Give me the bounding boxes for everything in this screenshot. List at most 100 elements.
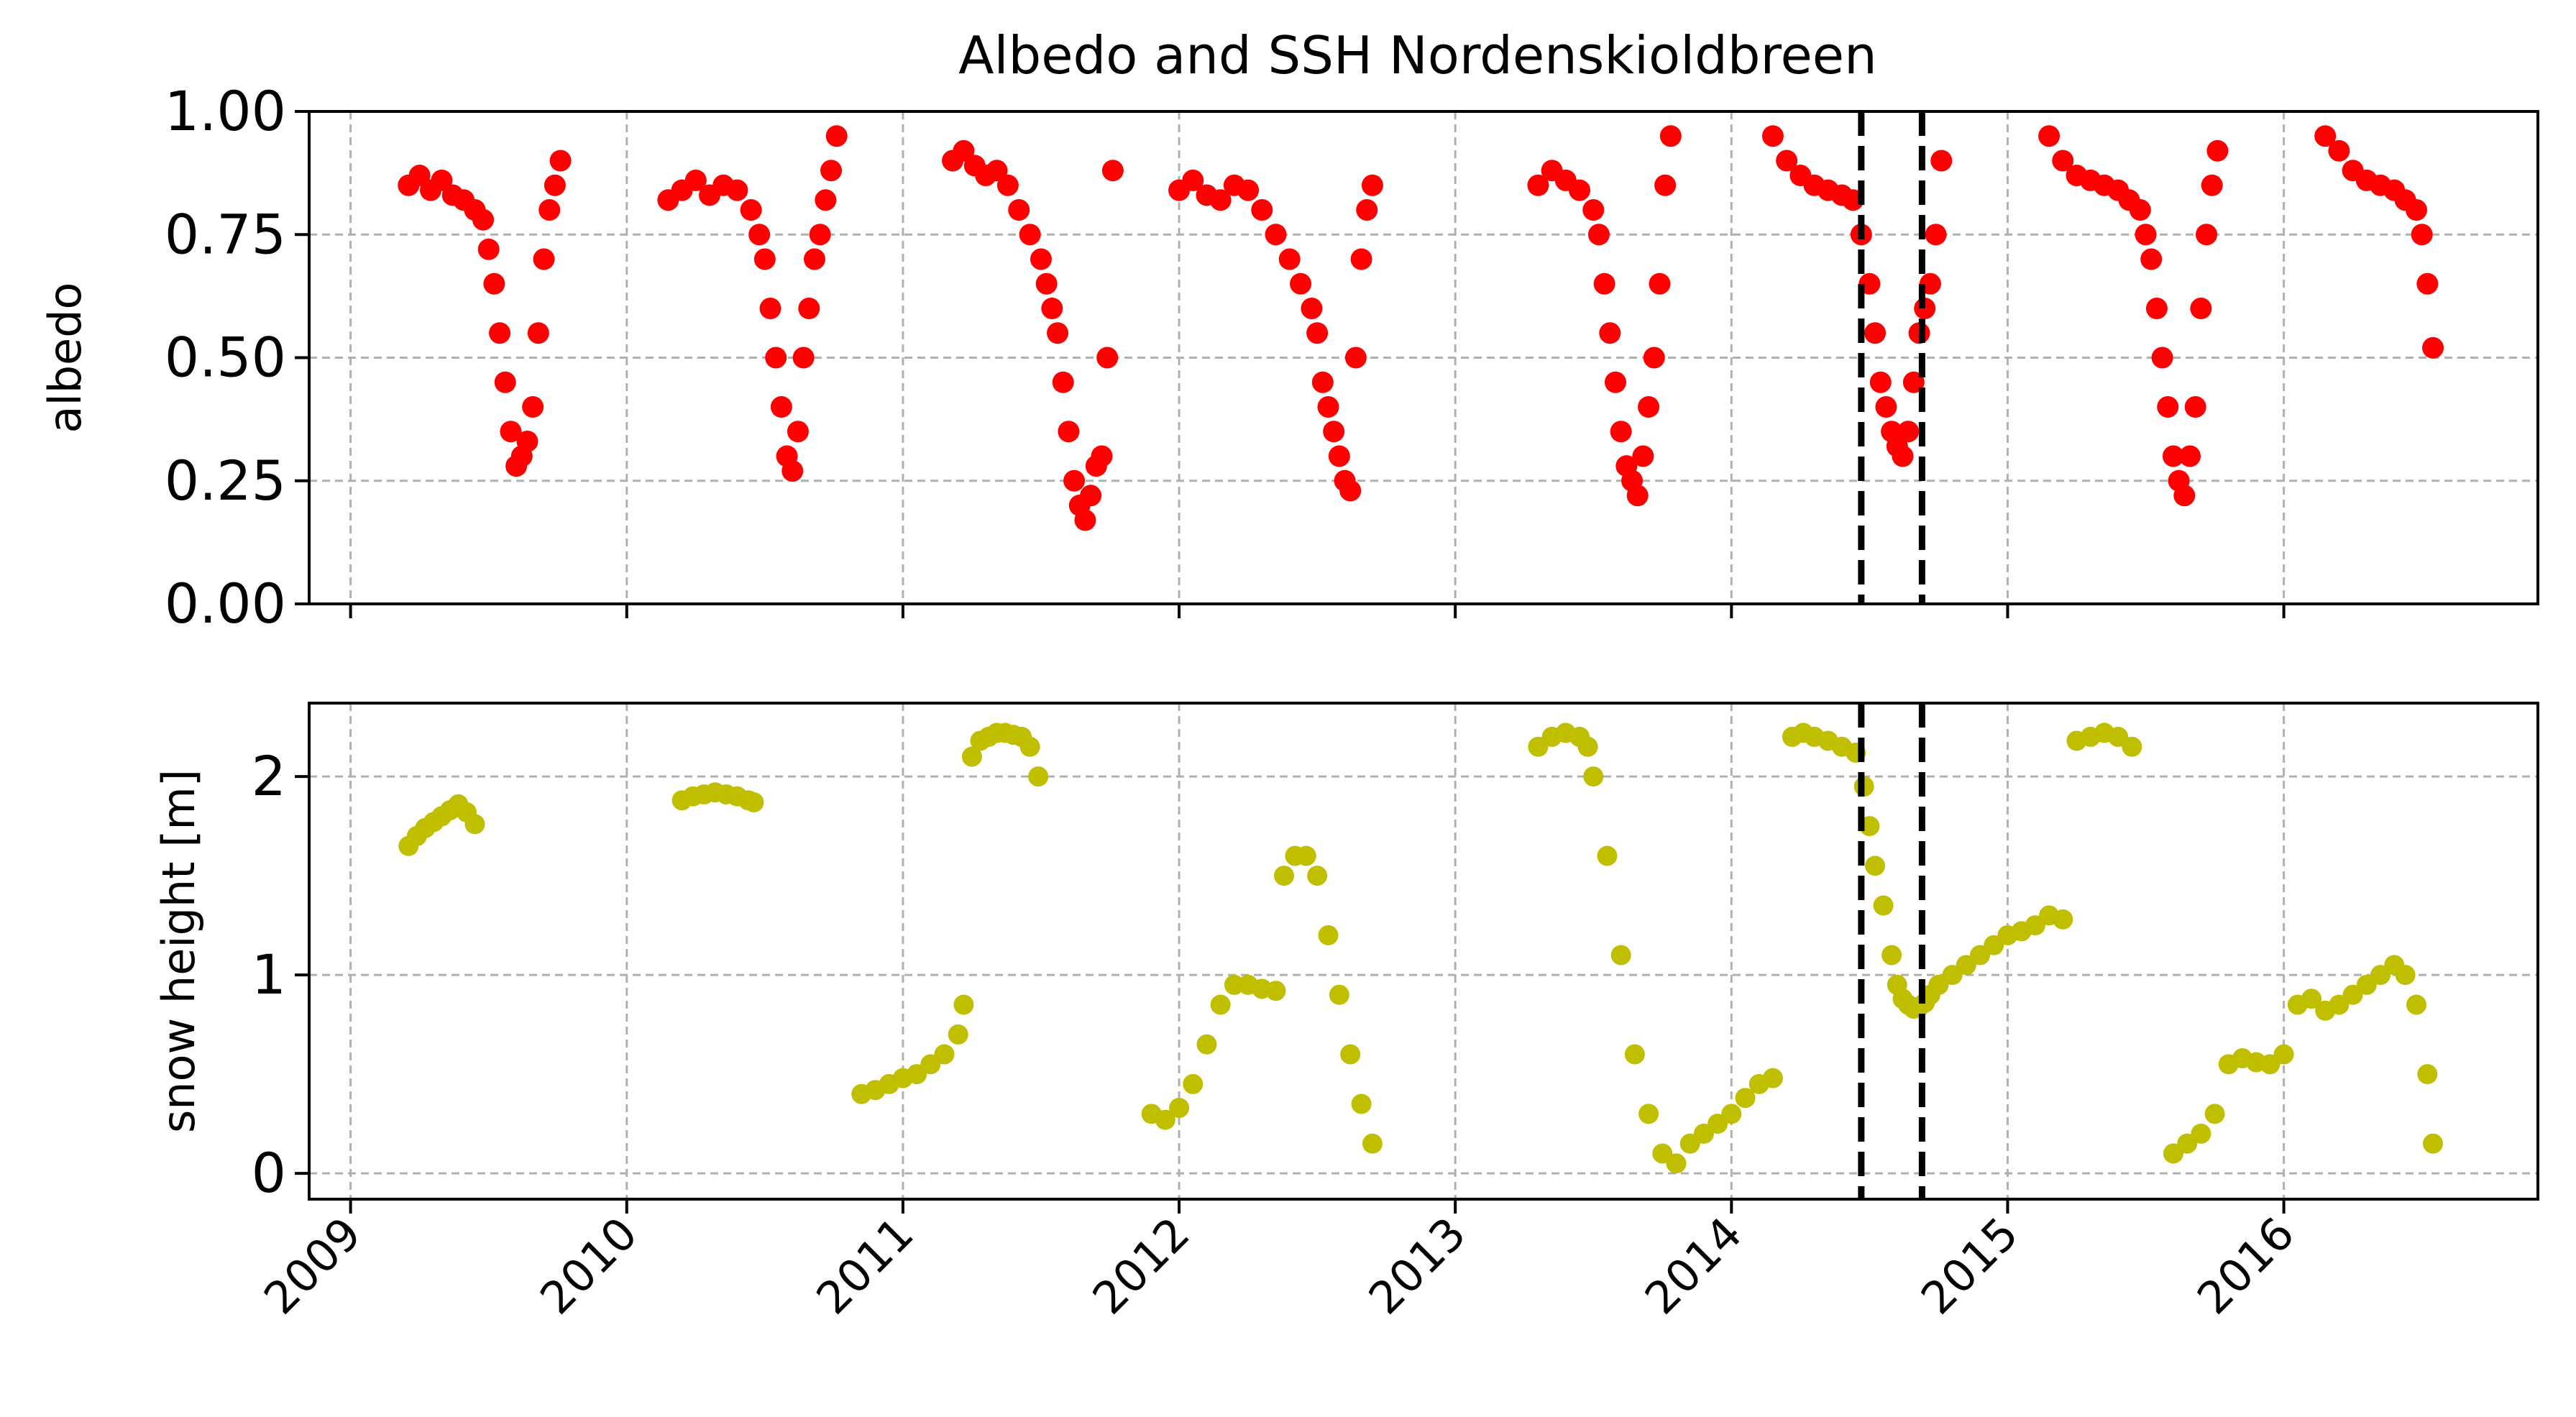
data-point xyxy=(1362,1133,1383,1154)
data-point xyxy=(2173,485,2196,507)
data-point xyxy=(1597,845,1618,866)
data-point xyxy=(781,460,804,482)
data-point xyxy=(408,165,431,187)
y-tick-label: 0.00 xyxy=(165,572,286,636)
data-point xyxy=(2301,989,2322,1009)
data-point xyxy=(1865,856,1886,876)
data-point xyxy=(1311,371,1334,393)
albedo-panel: 0.00 0.25 0.50 0.75 1.00 albedo xyxy=(39,79,2539,636)
data-point xyxy=(494,371,516,393)
data-point xyxy=(1930,150,1953,172)
y-axis-label: snow height [m] xyxy=(152,769,205,1133)
data-point xyxy=(527,322,549,344)
data-point xyxy=(2416,272,2439,295)
data-point xyxy=(1196,1034,1217,1055)
data-point xyxy=(1210,994,1231,1015)
data-point xyxy=(986,160,1008,182)
data-point xyxy=(1155,1109,1175,1130)
data-point xyxy=(1063,469,1086,492)
data-point xyxy=(1058,421,1080,443)
data-point xyxy=(803,248,825,270)
data-point xyxy=(1318,925,1339,945)
data-point xyxy=(787,421,809,443)
data-point xyxy=(1925,224,1947,246)
data-point xyxy=(2417,1064,2438,1085)
data-point xyxy=(500,421,522,443)
data-point xyxy=(1052,371,1074,393)
data-point xyxy=(1028,766,1049,787)
data-point xyxy=(934,1044,955,1065)
data-point xyxy=(464,814,485,835)
data-point xyxy=(2145,298,2168,319)
data-point xyxy=(2052,150,2074,172)
data-point xyxy=(2411,224,2433,246)
data-point xyxy=(1735,1088,1756,1109)
data-point xyxy=(1643,347,1665,369)
data-point xyxy=(748,224,771,246)
data-point xyxy=(1610,945,1631,966)
data-point xyxy=(996,174,1019,196)
data-point xyxy=(2422,336,2444,359)
data-point xyxy=(1351,1093,1372,1114)
data-point xyxy=(961,746,982,767)
axes-frame xyxy=(308,702,2539,1201)
data-point xyxy=(2328,139,2350,162)
y-tick-label: 1 xyxy=(252,943,286,1006)
data-point xyxy=(1169,1098,1190,1119)
data-point xyxy=(820,160,843,182)
data-point xyxy=(1659,125,1682,147)
data-point xyxy=(1274,866,1295,886)
data-point xyxy=(1096,347,1119,369)
data-point xyxy=(1762,1068,1783,1088)
y-tick-label: 0 xyxy=(252,1141,286,1205)
data-point xyxy=(1587,224,1610,246)
data-point xyxy=(538,199,561,221)
plot-area xyxy=(398,723,2444,1174)
y-tick-label: 0.50 xyxy=(165,326,286,390)
data-point xyxy=(1328,445,1350,467)
data-point xyxy=(1035,272,1058,295)
data-point xyxy=(1019,736,1040,757)
data-point xyxy=(1761,125,1784,147)
data-point xyxy=(753,248,776,270)
data-point xyxy=(1569,179,1591,201)
data-point xyxy=(2190,298,2212,319)
data-point xyxy=(2038,125,2061,147)
data-point xyxy=(1329,984,1349,1005)
plot-area xyxy=(398,125,2444,531)
data-point xyxy=(1101,160,1124,182)
data-point xyxy=(1666,1153,1687,1174)
data-point xyxy=(2135,224,2157,246)
y-tick-label: 0.75 xyxy=(165,202,286,266)
data-point xyxy=(2129,199,2151,221)
data-point xyxy=(1307,866,1328,886)
y-tick-label: 0.25 xyxy=(165,449,286,513)
data-point xyxy=(765,347,787,369)
data-point xyxy=(2204,1104,2225,1124)
data-point xyxy=(1649,272,1671,295)
data-point xyxy=(544,174,566,196)
data-point xyxy=(1047,322,1069,344)
data-point xyxy=(1237,179,1260,201)
data-point xyxy=(1776,150,1798,172)
data-point xyxy=(431,169,453,191)
data-point xyxy=(472,208,495,231)
data-point xyxy=(1339,480,1362,502)
data-point xyxy=(1080,485,1102,507)
data-point xyxy=(1721,1104,1742,1124)
data-point xyxy=(1265,224,1287,246)
data-point xyxy=(2406,994,2426,1015)
data-point xyxy=(1224,974,1245,995)
data-point xyxy=(1654,174,1677,196)
data-point xyxy=(792,347,815,369)
data-point xyxy=(1317,396,1339,418)
data-point xyxy=(1350,248,1372,270)
data-point xyxy=(1638,1104,1659,1124)
data-point xyxy=(798,298,820,319)
data-point xyxy=(1019,224,1041,246)
data-point xyxy=(1881,945,1902,966)
data-point xyxy=(1869,371,1892,393)
data-point xyxy=(953,994,974,1015)
data-point xyxy=(1624,1044,1645,1065)
